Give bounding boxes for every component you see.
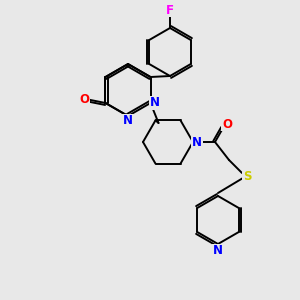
- Text: N: N: [149, 97, 160, 110]
- Text: N: N: [123, 115, 133, 128]
- Text: N: N: [192, 136, 202, 148]
- Text: N: N: [213, 244, 223, 257]
- Text: S: S: [243, 169, 251, 182]
- Text: F: F: [166, 4, 174, 16]
- Text: O: O: [80, 93, 89, 106]
- Text: O: O: [222, 118, 232, 130]
